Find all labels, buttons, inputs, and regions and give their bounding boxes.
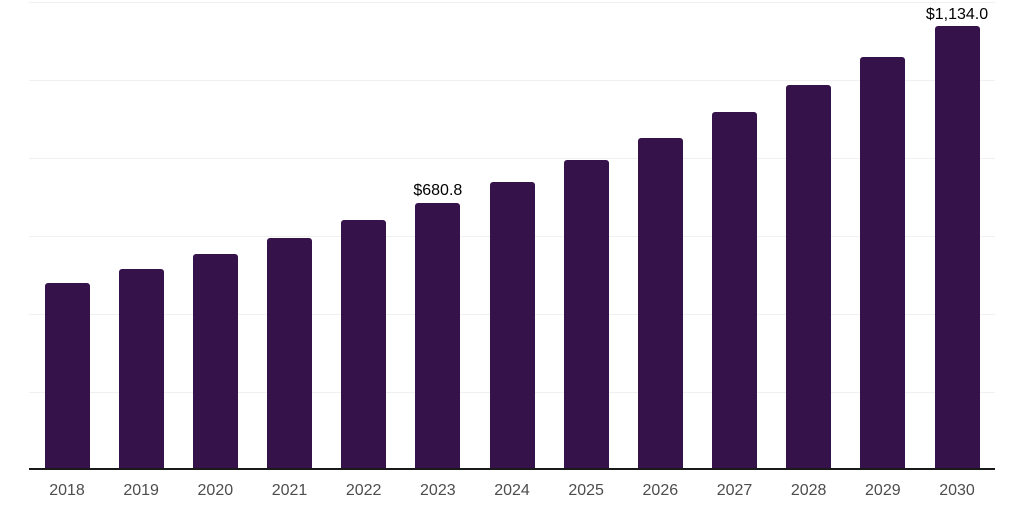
x-tick-label-2026: 2026 — [642, 482, 679, 499]
bar-2029 — [860, 56, 906, 468]
bar-2023 — [415, 202, 461, 468]
x-tick-label-2022: 2022 — [345, 482, 382, 499]
x-tick-label-2023: 2023 — [420, 482, 456, 499]
bar-2020 — [192, 253, 238, 468]
x-tick-label-2024: 2024 — [494, 482, 530, 499]
bar-2022 — [341, 219, 387, 468]
bar-2021 — [267, 237, 312, 468]
gridline-1000 — [29, 80, 995, 81]
gridline-1200 — [29, 2, 995, 3]
bar-2019 — [118, 269, 164, 468]
data-label-2023: $680.8 — [413, 182, 463, 200]
x-tick-label-2030: 2030 — [939, 482, 975, 499]
bar-2028 — [786, 85, 832, 468]
gridline-800 — [29, 158, 995, 159]
x-tick-label-2020: 2020 — [197, 482, 234, 499]
x-tick-label-2027: 2027 — [716, 482, 753, 499]
plot-area — [29, 2, 995, 470]
bar-2030 — [934, 25, 980, 468]
x-tick-label-2019: 2019 — [123, 482, 159, 499]
x-tick-label-2028: 2028 — [790, 482, 827, 499]
bar-2027 — [712, 111, 757, 468]
bar-2025 — [563, 160, 609, 468]
x-tick-label-2025: 2025 — [568, 482, 604, 499]
bar-2024 — [489, 181, 535, 468]
bar-2018 — [44, 282, 90, 468]
x-tick-label-2018: 2018 — [49, 482, 85, 499]
bar-2026 — [637, 137, 683, 468]
x-tick-label-2029: 2029 — [865, 482, 901, 499]
data-label-2030: $1,134.0 — [925, 5, 989, 23]
x-tick-label-2021: 2021 — [271, 482, 308, 499]
